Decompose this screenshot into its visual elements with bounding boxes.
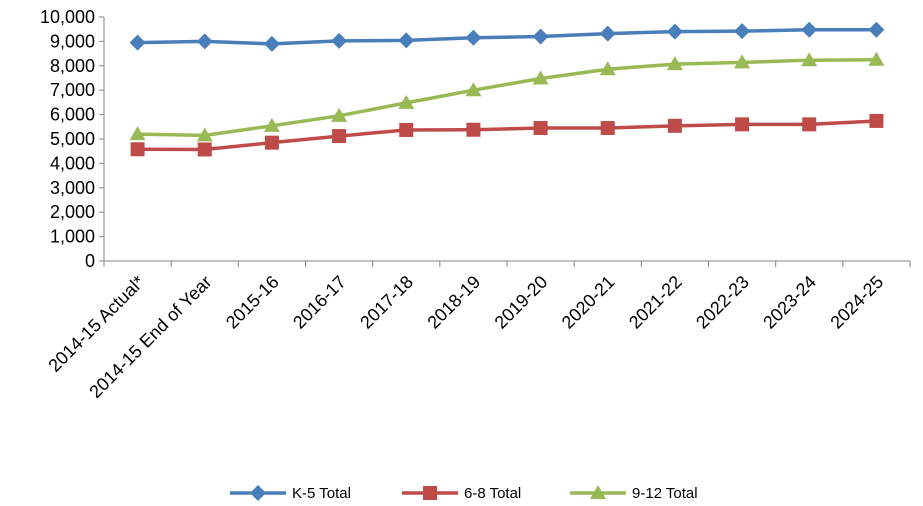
series-marker-triangle xyxy=(331,107,348,122)
y-tick-label: 3,000 xyxy=(50,178,95,198)
series-marker-triangle xyxy=(263,117,280,132)
x-tick-label: 2023-24 xyxy=(759,272,820,333)
x-tick-label: 2017-18 xyxy=(356,272,417,333)
series-marker-triangle xyxy=(398,94,415,109)
y-tick-label: 6,000 xyxy=(50,105,95,125)
legend-item: 9-12 Total xyxy=(570,485,698,502)
series-marker-triangle xyxy=(465,82,482,97)
x-tick-label: 2021-22 xyxy=(625,272,686,333)
x-tick-label: 2024-25 xyxy=(826,272,887,333)
series-marker-square xyxy=(130,142,145,157)
series-marker-triangle xyxy=(129,126,146,141)
series-marker-triangle xyxy=(532,70,549,85)
axes xyxy=(103,17,910,262)
series-1 xyxy=(129,21,885,52)
series-marker-diamond xyxy=(801,21,818,38)
series-marker-square xyxy=(600,121,615,136)
y-tick-label: 2,000 xyxy=(50,202,95,222)
series-marker-triangle xyxy=(801,52,818,67)
legend: K-5 Total 6-8 Total 9-12 Total xyxy=(230,485,698,502)
series-marker-square xyxy=(466,122,481,137)
series-marker-square xyxy=(264,135,279,150)
y-tick-label: 0 xyxy=(85,251,95,271)
series-marker-triangle xyxy=(734,54,751,69)
series-marker-diamond xyxy=(331,32,348,49)
series-layer xyxy=(129,21,885,157)
series-line xyxy=(137,119,877,152)
series-line xyxy=(137,27,877,46)
series-marker-square xyxy=(423,486,437,500)
x-tick-group: 2014-15 Actual*2014-15 End of Year 2015-1… xyxy=(44,261,911,402)
series-marker-diamond xyxy=(868,21,885,38)
series-marker-square xyxy=(399,122,414,137)
x-tick-label: 2020-21 xyxy=(558,272,619,333)
series-marker-diamond xyxy=(532,28,549,45)
series-marker-diamond xyxy=(666,23,683,40)
x-tick-label: 2016-17 xyxy=(289,272,350,333)
series-marker-square xyxy=(802,117,817,132)
series-marker-square xyxy=(533,121,548,136)
series-marker-triangle xyxy=(666,56,683,71)
legend-item: 6-8 Total xyxy=(402,485,521,502)
y-tick-label: 4,000 xyxy=(50,153,95,173)
series-marker-diamond xyxy=(398,32,415,49)
y-tick-label: 9,000 xyxy=(50,31,95,51)
series-marker-triangle xyxy=(196,127,213,142)
series-2 xyxy=(130,113,884,157)
series-marker-diamond xyxy=(263,35,280,52)
x-tick-label: 2019-20 xyxy=(491,272,552,333)
series-marker-square xyxy=(332,129,347,144)
series-marker-diamond xyxy=(196,33,213,50)
x-tick-label: 2015-16 xyxy=(222,272,283,333)
series-marker-square xyxy=(869,113,884,128)
legend-label: 6-8 Total xyxy=(464,485,521,502)
series-marker-square xyxy=(667,118,682,133)
x-tick-label: 2014-15 End of Year xyxy=(85,272,215,402)
series-marker-square xyxy=(197,142,212,157)
legend-label: K-5 Total xyxy=(292,485,351,502)
y-tick-label: 1,000 xyxy=(50,227,95,247)
series-marker-diamond xyxy=(250,485,266,501)
series-marker-diamond xyxy=(734,23,751,40)
y-tick-label: 5,000 xyxy=(50,129,95,149)
series-marker-square xyxy=(735,117,750,132)
y-tick-label: 8,000 xyxy=(50,56,95,76)
series-marker-diamond xyxy=(465,29,482,46)
y-tick-label: 10,000 xyxy=(40,7,95,27)
series-3 xyxy=(129,51,885,142)
series-marker-triangle xyxy=(590,485,606,499)
series-marker-triangle xyxy=(599,61,616,76)
legend-item: K-5 Total xyxy=(230,485,351,502)
y-tick-group: 0 1,000 2,000 3,000 4,000 5,000 6,000 7,000 8,00… xyxy=(40,7,104,271)
x-tick-label: 2022-23 xyxy=(692,272,753,333)
series-marker-diamond xyxy=(129,34,146,51)
y-tick-label: 7,000 xyxy=(50,80,95,100)
legend-label: 9-12 Total xyxy=(632,485,698,502)
series-marker-triangle xyxy=(868,51,885,66)
series-marker-diamond xyxy=(599,25,616,42)
x-tick-label: 2018-19 xyxy=(423,272,484,333)
series-line xyxy=(137,57,877,138)
